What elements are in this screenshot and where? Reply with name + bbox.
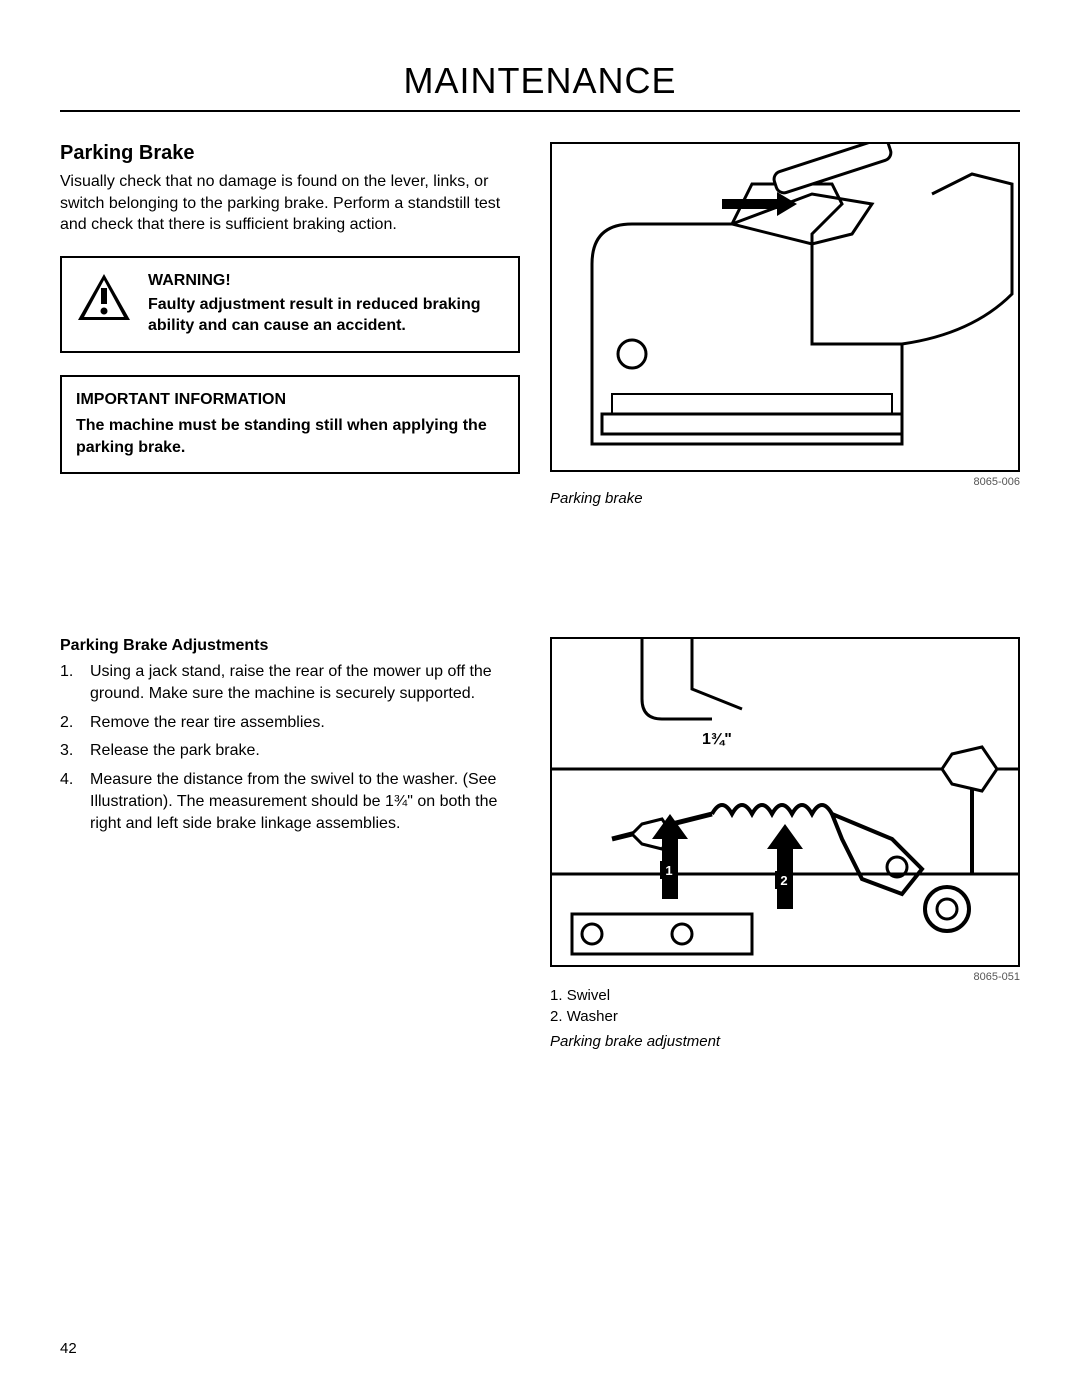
- top-right-column: 8065-006 Parking brake: [550, 142, 1020, 537]
- step-text: Using a jack stand, raise the rear of th…: [90, 661, 520, 706]
- figure-2-legend: 1. Swivel 2. Washer: [550, 985, 1020, 1027]
- warning-heading: WARNING!: [148, 272, 504, 290]
- warning-text: WARNING! Faulty adjustment result in red…: [148, 272, 504, 337]
- step-text: Remove the rear tire assemblies.: [90, 712, 520, 734]
- figure-2-diagram: [552, 639, 1020, 967]
- figure-2-code: 8065-051: [550, 971, 1020, 983]
- section-heading: Parking Brake: [60, 142, 520, 165]
- figure-2: 1 2 1¾": [550, 637, 1020, 967]
- top-row: Parking Brake Visually check that no dam…: [60, 142, 1020, 537]
- section-intro: Visually check that no damage is found o…: [60, 171, 520, 236]
- spacer-1: [60, 537, 1020, 637]
- step-number: 1.: [60, 661, 80, 706]
- list-item: 3. Release the park brake.: [60, 740, 520, 762]
- adjustment-steps: 1.Using a jack stand, raise the rear of …: [60, 661, 520, 836]
- title-rule: [60, 110, 1020, 112]
- warning-body: Faulty adjustment result in reduced brak…: [148, 294, 504, 337]
- warning-icon: [76, 272, 136, 337]
- figure-2-caption: Parking brake adjustment: [550, 1033, 1020, 1050]
- legend-item: 2. Washer: [550, 1006, 1020, 1027]
- figure-1-diagram: [552, 144, 1020, 472]
- top-left-column: Parking Brake Visually check that no dam…: [60, 142, 520, 537]
- list-item: 2. Remove the rear tire assemblies.: [60, 712, 520, 734]
- warning-box: WARNING! Faulty adjustment result in red…: [60, 256, 520, 353]
- figure-1: [550, 142, 1020, 472]
- info-body: The machine must be standing still when …: [76, 415, 504, 458]
- info-box: IMPORTANT INFORMATION The machine must b…: [60, 375, 520, 474]
- page-root: MAINTENANCE Parking Brake Visually check…: [0, 0, 1080, 1397]
- measurement-label: 1¾": [702, 731, 732, 749]
- page-number: 42: [60, 1340, 77, 1357]
- info-heading: IMPORTANT INFORMATION: [76, 391, 504, 409]
- bottom-right-column: 1 2 1¾" 8065-051 1. Swivel 2. Washer Par…: [550, 637, 1020, 1080]
- callout-1: 1: [660, 861, 678, 879]
- step-text: Release the park brake.: [90, 740, 520, 762]
- bottom-row: Parking Brake Adjustments 1.Using a jack…: [60, 637, 1020, 1080]
- page-title: MAINTENANCE: [60, 60, 1020, 102]
- callout-2: 2: [775, 871, 793, 889]
- list-item: 4.Measure the distance from the swivel t…: [60, 769, 520, 836]
- adjustments-heading: Parking Brake Adjustments: [60, 637, 520, 655]
- bottom-left-column: Parking Brake Adjustments 1.Using a jack…: [60, 637, 520, 1080]
- figure-1-code: 8065-006: [550, 476, 1020, 488]
- list-item: 1.Using a jack stand, raise the rear of …: [60, 661, 520, 706]
- step-number: 2.: [60, 712, 80, 734]
- step-number: 4.: [60, 769, 80, 836]
- step-text: Measure the distance from the swivel to …: [90, 769, 520, 836]
- legend-item: 1. Swivel: [550, 985, 1020, 1006]
- step-number: 3.: [60, 740, 80, 762]
- figure-1-caption: Parking brake: [550, 490, 1020, 507]
